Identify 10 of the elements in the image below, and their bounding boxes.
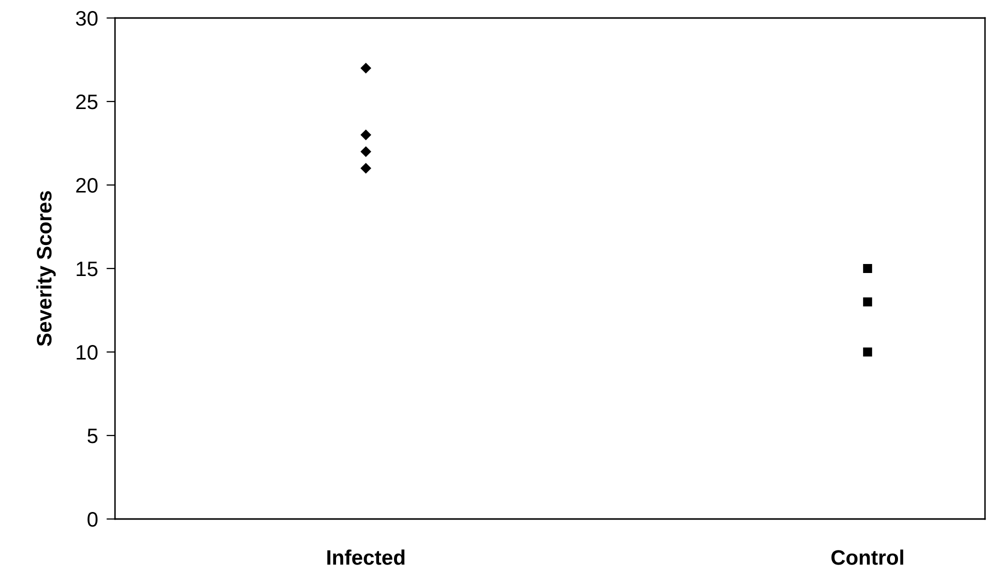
x-tick-label: Control — [831, 550, 904, 565]
y-tick-label: 30 — [76, 11, 98, 26]
x-tick-label: Infected — [327, 550, 404, 565]
y-axis-title: Severity Scores — [36, 191, 56, 346]
y-tick-label: 0 — [88, 512, 98, 527]
y-tick-label: 20 — [76, 178, 98, 193]
y-tick-label: 15 — [76, 262, 98, 276]
y-tick-label: 10 — [76, 345, 98, 360]
y-tick-label: 25 — [76, 94, 98, 110]
y-tick-label: 5 — [88, 428, 98, 444]
